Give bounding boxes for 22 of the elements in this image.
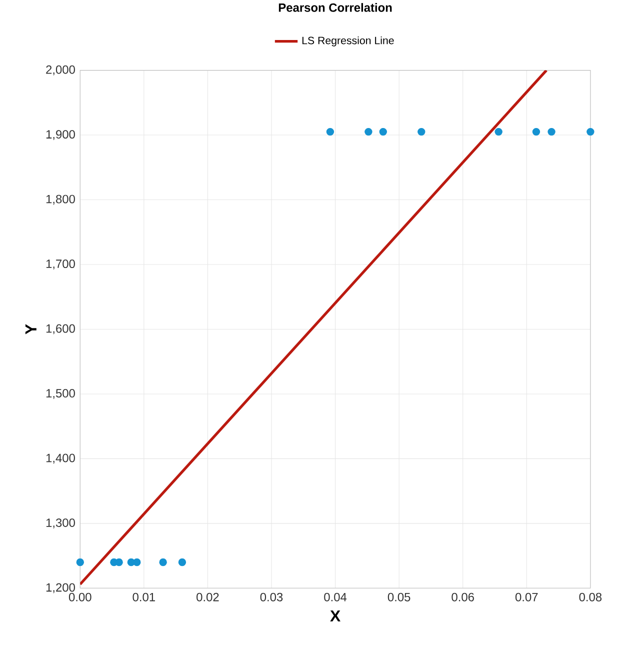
y-tick-label: 1,500 (46, 389, 76, 399)
x-tick-label: 0.05 (388, 592, 410, 602)
x-tick-label: 0.04 (324, 592, 347, 602)
x-tick-label: 0.06 (452, 592, 474, 602)
x-tick-label: 0.02 (196, 592, 219, 602)
y-tick-label: 1,800 (46, 194, 76, 205)
legend-label: LS Regression Line (302, 36, 394, 46)
y-tick-label: 1,300 (46, 518, 76, 528)
y-tick-label: 1,900 (46, 130, 76, 140)
x-tick-label: 0.07 (516, 592, 538, 602)
y-tick-label: 2,000 (46, 65, 76, 76)
y-tick-label: 1,600 (46, 324, 76, 334)
x-axis-title: X (330, 610, 341, 622)
y-tick-label: 1,700 (46, 260, 76, 270)
y-tick-label: 1,400 (46, 454, 76, 464)
x-tick-label: 0.03 (260, 592, 283, 602)
chart-title: Pearson Correlation (279, 3, 392, 12)
x-tick-label: 0.08 (579, 592, 602, 602)
x-tick-label: 0.00 (69, 592, 92, 602)
x-tick-label: 0.01 (132, 592, 156, 602)
y-tick-label: 1,200 (46, 583, 76, 594)
y-axis-title: Y (26, 324, 37, 334)
